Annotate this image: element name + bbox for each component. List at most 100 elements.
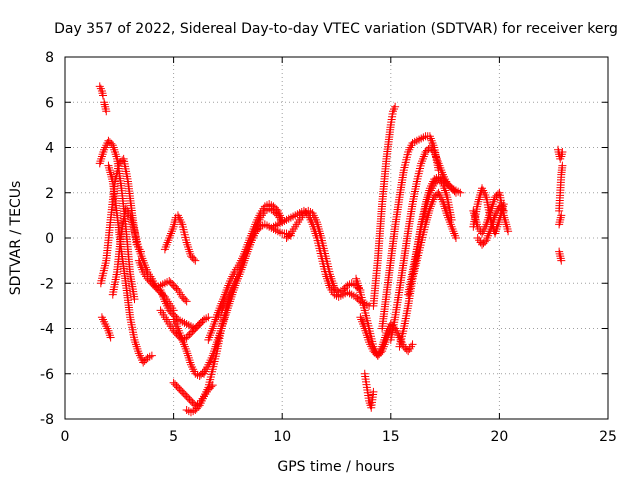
x-tick-label: 25 [599,429,617,445]
data-point-marker [176,215,185,224]
data-point-marker [471,213,480,222]
data-point-marker [415,135,424,144]
data-point-marker [557,211,566,220]
data-point-marker [408,340,417,349]
data-point-marker [178,317,187,326]
data-point-marker [186,408,195,417]
data-point-marker [406,143,415,152]
series-s22 [356,313,417,360]
data-point-marker [189,255,198,264]
data-point-marker [474,195,483,204]
data-point-marker [106,168,115,177]
data-point-marker [182,297,191,306]
data-point-marker [271,221,280,230]
data-point-marker [369,387,378,396]
data-point-marker [501,218,510,227]
x-tick-label: 15 [382,429,400,445]
series-s23 [369,102,400,310]
grid-lines [65,57,608,419]
series-s31 [473,202,508,249]
data-point-marker [474,197,483,206]
data-point-marker [147,351,156,360]
y-tick-label: 6 [45,95,54,111]
y-tick-labels: -8 -6 -4 -2 0 2 4 6 8 [40,50,54,428]
data-point-marker [502,220,511,229]
data-point-marker [129,222,138,231]
x-tick-labels: 0 5 10 15 20 25 [61,429,617,445]
data-point-marker [276,219,285,228]
plot-frame [64,56,609,420]
data-point-marker [105,163,114,172]
data-point-marker [97,154,106,163]
data-point-marker [555,218,564,227]
data-point-marker [132,342,141,351]
data-point-marker [210,317,219,326]
data-point-marker [106,333,115,342]
data-point-marker [267,223,276,232]
data-point-marker [101,105,110,114]
y-tick-label: -4 [40,322,54,338]
data-point-marker [352,274,361,283]
data-point-marker [182,405,191,414]
series-s06 [97,313,115,342]
y-tick-label: -2 [40,276,54,292]
data-point-marker [329,281,338,290]
series-s09 [134,256,191,306]
series-s08 [160,211,200,265]
data-point-marker [100,98,109,107]
data-point-marker [184,321,193,330]
data-point-marker [104,161,113,170]
data-point-marker [184,353,193,362]
data-point-marker [470,211,479,220]
data-point-marker [101,102,110,111]
data-point-marker [170,220,179,229]
series-s19 [282,206,365,297]
series-s25 [386,143,460,344]
data-point-marker [186,249,195,258]
data-point-marker [265,200,274,209]
data-point-marker [555,220,564,229]
data-point-marker [419,133,428,142]
data-point-marker [558,161,567,170]
data-point-marker [558,148,567,157]
data-point-marker [345,289,354,298]
data-point-marker [442,191,451,200]
data-point-marker [454,187,463,196]
x-tick-label: 20 [490,429,508,445]
data-point-marker [100,100,109,109]
y-axis-label: SDTVAR / TECUs [8,181,24,296]
data-point-marker [99,91,108,100]
data-point-marker [503,224,512,233]
data-point-marker [276,228,285,237]
series-s21 [360,369,378,412]
data-point-marker [183,240,192,249]
data-point-marker [504,227,513,236]
axis-ticks [64,56,609,420]
data-point-marker [412,136,421,145]
y-tick-label: 2 [45,186,54,202]
data-point-marker [451,234,460,242]
data-point-marker [390,105,399,114]
data-point-marker [556,154,565,163]
data-point-marker [556,215,565,224]
data-point-marker [102,107,111,116]
series-s28 [408,188,460,283]
data-point-marker [556,213,565,222]
data-point-marker [286,213,295,222]
y-tick-label: -8 [40,412,54,428]
y-tick-label: 0 [45,231,54,247]
data-point-marker [293,210,302,219]
data-point-marker [260,220,269,229]
series-s35 [555,247,566,265]
data-point-marker [556,252,565,261]
data-point-marker [97,152,106,161]
series-s16 [204,200,287,344]
series-s24 [378,132,443,333]
series-s11 [156,286,209,333]
data-point-marker [391,102,400,111]
series-s34 [555,211,566,229]
data-point-marker [269,222,278,231]
series-s33 [555,161,567,215]
data-point-marker [200,315,209,324]
